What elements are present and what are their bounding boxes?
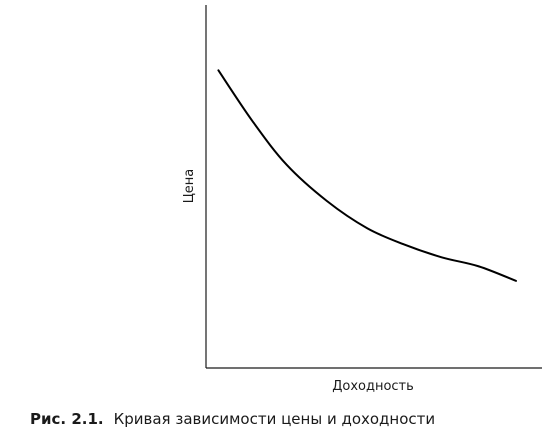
figure-title: Кривая зависимости цены и доходности bbox=[113, 410, 436, 428]
figure-number: Рис. 2.1. bbox=[30, 410, 104, 428]
y-axis-label: Цена bbox=[182, 169, 197, 204]
price-yield-curve bbox=[217, 69, 517, 282]
x-axis-label: Доходность bbox=[332, 379, 414, 394]
figure-caption: Рис. 2.1. Кривая зависимости цены и доход… bbox=[30, 410, 435, 428]
